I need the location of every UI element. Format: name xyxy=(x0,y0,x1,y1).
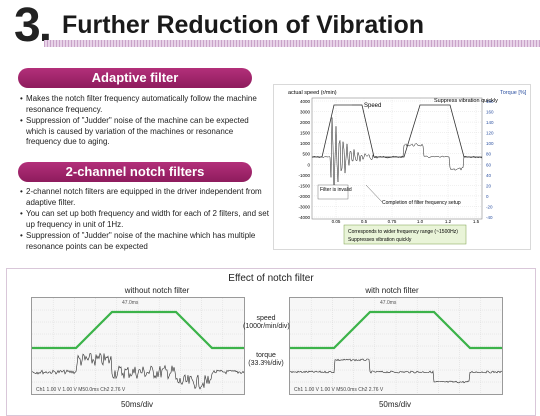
speed-trace-right xyxy=(290,310,502,350)
left-axis-ticks: 4000 3000 2000 1500 1000 500 0 -1000 -1500 -2000 -… xyxy=(298,99,310,220)
title-underline xyxy=(44,40,540,47)
right-tick-label: 60 xyxy=(486,162,492,167)
x-tick-label: 0.05 xyxy=(332,219,341,224)
svg-text:47.0ms: 47.0ms xyxy=(122,300,139,306)
with-filter-label: with notch filter xyxy=(365,286,419,295)
left-tick-label: -1500 xyxy=(298,183,310,188)
right-tick-label: -40 xyxy=(486,215,493,220)
svg-text:47.0ms: 47.0ms xyxy=(380,300,397,306)
left-tick-label: 3000 xyxy=(300,110,311,115)
chart-ylabel-right: Torque [%] xyxy=(500,90,527,96)
x-tick-label: 1.2 xyxy=(445,219,452,224)
right-tick-label: 100 xyxy=(486,141,494,146)
x-tick-label: 0.5 xyxy=(361,219,368,224)
annotation-speed: Speed xyxy=(364,103,381,109)
effect-title: Effect of notch filter xyxy=(228,273,314,284)
torque-curve xyxy=(311,117,483,194)
chart-svg: actual speed (r/min) Torque [%] 40003000… xyxy=(288,90,527,245)
torque-trace-right xyxy=(289,358,503,384)
x-axis-ticks: 0.05 0.5 0.75 1.0 1.2 1.5 xyxy=(332,219,480,224)
svg-text:Ch1 1.00 V 1.00 V: Ch1 1.00 V 1.00 V M50.0ms Ch2 2.76 V xyxy=(294,387,384,393)
right-tick-label: 0 xyxy=(486,194,489,199)
scope-with-filter: 47.0ms Ch1 1.00 V 1.00 V M50.0ms Ch2 2.7… xyxy=(289,297,503,395)
legend-line-1: Corresponds to wider frequency range (~1… xyxy=(348,229,458,235)
speed-scale-label: speed (1000r/min/div) xyxy=(243,315,290,330)
right-tick-label: 40 xyxy=(486,173,492,178)
notch-effect-panel: Effect of notch filter without notch fil… xyxy=(6,268,536,416)
notch-filters-bullets: 2-channel notch filters are equipped in … xyxy=(20,187,270,253)
left-tick-label: 500 xyxy=(302,152,310,157)
left-tick-label: 2000 xyxy=(300,120,311,125)
adaptive-filter-heading: Adaptive filter xyxy=(18,68,252,88)
right-tick-label: 160 xyxy=(486,110,494,115)
left-tick-label: 1000 xyxy=(300,141,311,146)
annotation-filter-invalid: Filter is invalid xyxy=(320,187,352,193)
left-tick-label: -4000 xyxy=(298,215,310,220)
torque-scale-label: torque (33.3%/div) xyxy=(248,352,284,367)
left-tick-label: 1500 xyxy=(300,131,311,136)
x-tick-label: 0.75 xyxy=(388,219,397,224)
notch-bullet: You can set up both frequency and width … xyxy=(20,209,270,230)
speed-curve xyxy=(312,104,482,158)
x-tick-label: 1.5 xyxy=(473,219,480,224)
right-axis-ticks: 180 160 140 120 100 80 60 40 20 0 -20 -40 xyxy=(486,99,494,220)
legend-line-2: Suppresses vibration quickly xyxy=(348,237,412,243)
speed-trace-left xyxy=(32,310,244,350)
adaptive-filter-chart: actual speed (r/min) Torque [%] 4000 3000… xyxy=(273,84,531,250)
adaptive-filter-bullets: Makes the notch filter frequency automat… xyxy=(20,94,264,149)
notch-bullet: 2-channel notch filters are equipped in … xyxy=(20,187,270,208)
scope-without-filter: 47.0ms Ch1 1.00 V 1.00 V M50.0ms Ch2 2.7… xyxy=(31,297,245,395)
annotation-completion: Completion of filter frequency setup xyxy=(382,200,461,206)
right-tick-label: -20 xyxy=(486,204,493,209)
right-tick-label: 80 xyxy=(486,152,492,157)
page-title: Further Reduction of Vibration xyxy=(62,11,425,39)
svg-text:Ch1 1.00 V 1.00 V: Ch1 1.00 V 1.00 V M50.0ms Ch2 2.76 V xyxy=(36,387,126,393)
annotation-filter-invalid-box xyxy=(317,184,349,200)
notch-bullet: Suppression of "Judder" noise of the mac… xyxy=(20,231,270,252)
left-tick-label: -3000 xyxy=(298,204,310,209)
torque-trace-left xyxy=(31,352,245,390)
adaptive-bullet: Suppression of "Judder" noise of the mac… xyxy=(20,116,264,148)
annotation-suppress: Suppress vibration quickly xyxy=(434,98,498,104)
left-tick-label: -1000 xyxy=(298,173,310,178)
chart-ylabel-left: actual speed (r/min) xyxy=(288,90,337,96)
left-tick-label: -2000 xyxy=(298,194,310,199)
right-tick-label: 140 xyxy=(486,120,494,125)
right-tick-label: 180 xyxy=(486,99,494,104)
right-tick-label: 120 xyxy=(486,131,494,136)
section-number: 3. xyxy=(14,0,52,52)
chart-legend-box xyxy=(343,224,467,245)
adaptive-bullet: Makes the notch filter frequency automat… xyxy=(20,94,264,115)
left-tick-label: 0 xyxy=(307,162,310,167)
scope-svg-right: 47.0ms Ch1 1.00 V 1.00 V M50.0ms Ch2 2.7… xyxy=(289,298,503,394)
without-filter-label: without notch filter xyxy=(124,286,190,295)
time-scale-right: 50ms/div xyxy=(378,400,411,409)
right-tick-label: 20 xyxy=(486,183,492,188)
page-header: 3. Further Reduction of Vibration xyxy=(0,0,540,52)
time-scale-left: 50ms/div xyxy=(120,400,153,409)
scope-svg-left: 47.0ms Ch1 1.00 V 1.00 V M50.0ms Ch2 2.7… xyxy=(31,298,245,394)
left-tick-label: 4000 xyxy=(300,99,311,104)
notch-filters-heading: 2-channel notch filters xyxy=(18,162,252,182)
x-tick-label: 1.0 xyxy=(417,219,424,224)
